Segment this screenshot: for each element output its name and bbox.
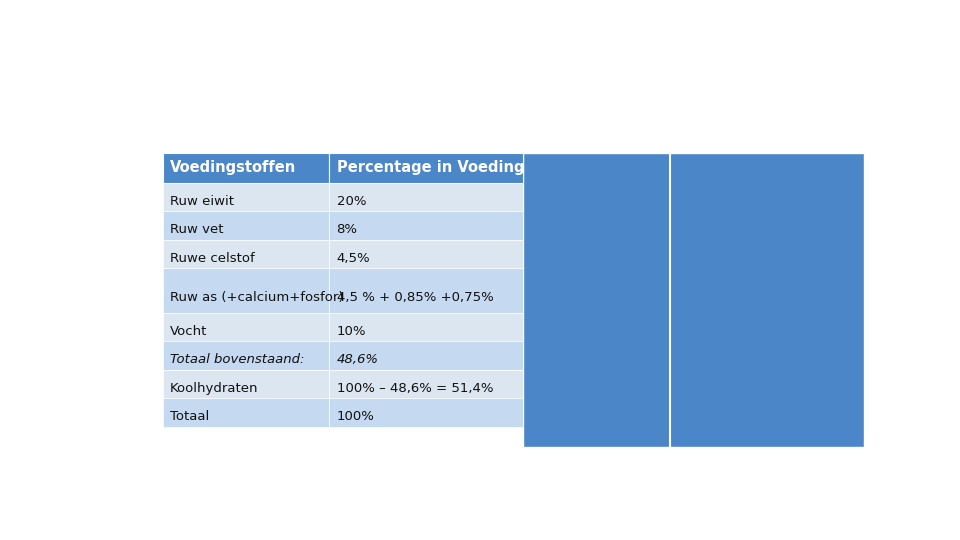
Text: Ruw vet: Ruw vet bbox=[170, 223, 224, 236]
Bar bbox=[329, 370, 523, 398]
Text: 20%: 20% bbox=[337, 194, 366, 207]
Text: Voedingstoffen: Voedingstoffen bbox=[170, 160, 297, 176]
Bar bbox=[162, 268, 329, 313]
Bar bbox=[329, 211, 523, 240]
Text: Percentage in Voeding: Percentage in Voeding bbox=[337, 160, 524, 176]
Bar bbox=[329, 240, 523, 268]
Bar bbox=[329, 398, 523, 427]
Text: 100%: 100% bbox=[337, 410, 374, 423]
Bar bbox=[329, 268, 523, 313]
Text: Ruw eiwit: Ruw eiwit bbox=[170, 194, 234, 207]
Bar bbox=[329, 183, 523, 211]
Text: 4,5%: 4,5% bbox=[337, 252, 371, 265]
Bar bbox=[162, 211, 329, 240]
Text: 100% – 48,6% = 51,4%: 100% – 48,6% = 51,4% bbox=[337, 382, 493, 395]
Text: Koolhydraten: Koolhydraten bbox=[170, 382, 258, 395]
Text: Vocht: Vocht bbox=[170, 325, 207, 338]
Bar bbox=[523, 153, 864, 448]
Bar bbox=[162, 153, 329, 183]
Bar bbox=[162, 240, 329, 268]
Bar bbox=[162, 370, 329, 398]
Bar bbox=[329, 341, 523, 370]
Text: Totaal bovenstaand:: Totaal bovenstaand: bbox=[170, 353, 304, 366]
Text: 8%: 8% bbox=[337, 223, 357, 236]
Bar bbox=[329, 153, 523, 183]
Bar bbox=[329, 313, 523, 341]
Text: 10%: 10% bbox=[337, 325, 366, 338]
Text: 48,6%: 48,6% bbox=[337, 353, 378, 366]
Text: Totaal: Totaal bbox=[170, 410, 209, 423]
Bar bbox=[162, 398, 329, 427]
Text: Ruw as (+calcium+fosfor): Ruw as (+calcium+fosfor) bbox=[170, 291, 344, 303]
Bar bbox=[162, 341, 329, 370]
Bar bbox=[162, 183, 329, 211]
Bar bbox=[162, 313, 329, 341]
Text: 4,5 % + 0,85% +0,75%: 4,5 % + 0,85% +0,75% bbox=[337, 291, 493, 303]
Text: Ruwe celstof: Ruwe celstof bbox=[170, 252, 254, 265]
